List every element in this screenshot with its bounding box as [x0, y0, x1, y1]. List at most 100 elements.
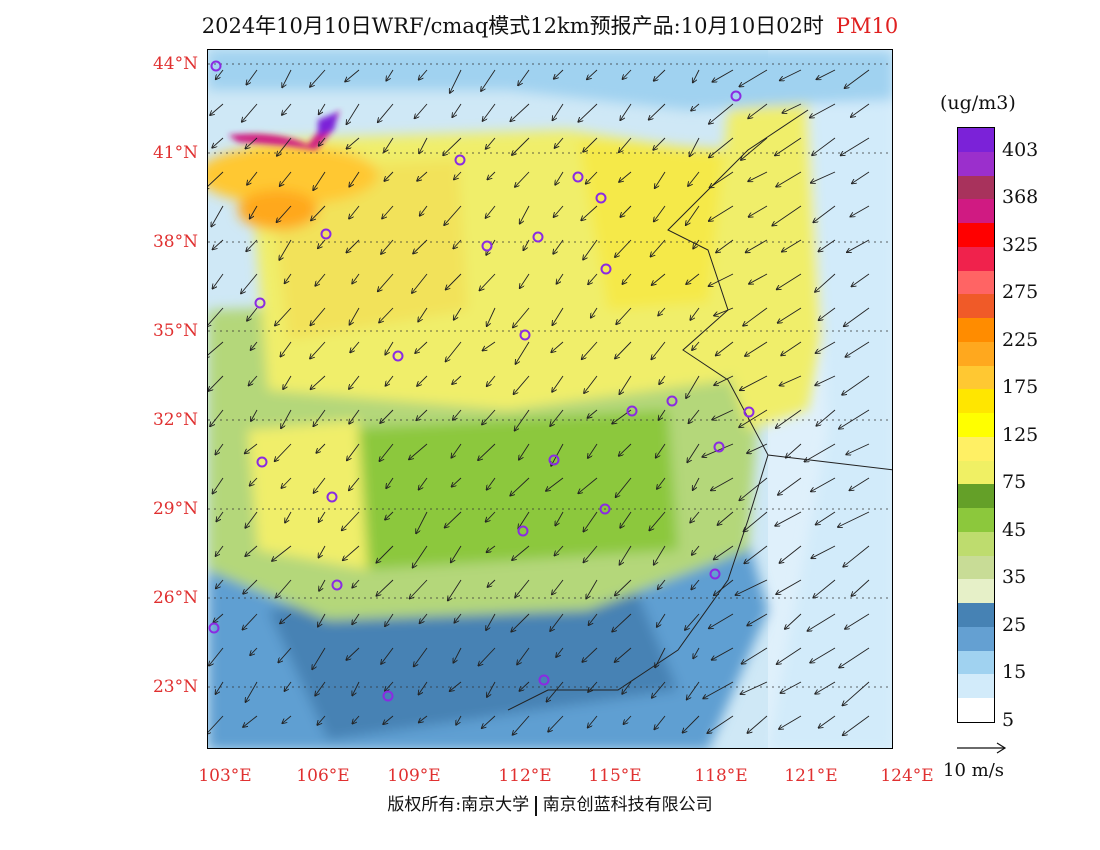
wind-arrow: [819, 715, 836, 728]
wind-arrow: [511, 613, 530, 632]
wind-arrow: [246, 69, 258, 85]
lon-label-115: 115°E: [588, 766, 642, 786]
wind-arrow: [843, 545, 870, 567]
city-marker: [454, 154, 466, 166]
wind-arrow: [815, 273, 836, 292]
wind-arrow: [378, 103, 394, 122]
wind-arrow: [519, 443, 530, 460]
wind-arrow: [556, 647, 564, 657]
wind-arrow: [318, 239, 326, 248]
wind-arrow: [349, 375, 360, 389]
wind-arrow: [282, 103, 292, 115]
wind-arrow: [243, 613, 258, 630]
wind-arrow: [280, 613, 292, 623]
wind-arrow: [811, 171, 836, 183]
wind-arrow: [709, 103, 734, 124]
wind-arrow: [251, 341, 258, 350]
wind-arrow: [658, 307, 666, 316]
wind-arrow: [350, 307, 360, 325]
wind-arrow: [714, 375, 734, 385]
wind-arrow: [620, 103, 632, 120]
wind-arrow: [250, 647, 258, 655]
wind-arrow: [651, 341, 666, 359]
wind-arrow: [654, 69, 666, 81]
wind-arrow: [311, 205, 326, 220]
wind-arrow: [586, 579, 598, 599]
wind-arrow: [277, 205, 292, 222]
colorbar-label: 125: [1002, 423, 1039, 446]
wind-arrow: [409, 443, 428, 459]
wind-arrow: [384, 171, 394, 181]
coastline-south: [507, 454, 769, 711]
wind-arrow: [778, 477, 802, 495]
wind-arrow: [651, 239, 666, 257]
wind-arrow: [410, 579, 428, 599]
wind-arrow: [688, 171, 700, 186]
wind-arrow: [213, 273, 224, 289]
wind-arrow: [245, 545, 258, 556]
wind-arrow: [709, 613, 734, 628]
pollutant-label: PM10: [835, 14, 899, 38]
wind-arrow: [578, 103, 598, 122]
wind-arrow: [743, 307, 768, 326]
wind-arrow: [616, 307, 632, 324]
wind-arrow: [385, 511, 394, 520]
wind-arrow: [772, 205, 802, 226]
wind-arrow: [747, 715, 768, 733]
wind-arrow: [342, 511, 360, 530]
copyright-text: 版权所有:南京大学: [387, 795, 530, 815]
wind-arrow: [416, 511, 428, 533]
wind-arrow: [709, 205, 734, 221]
wind-arrow: [655, 171, 666, 188]
wind-arrow: [418, 307, 428, 322]
city-marker: [600, 263, 612, 275]
wind-arrow: [241, 273, 258, 293]
wind-arrow: [785, 613, 802, 629]
colorbar-segment: [958, 270, 994, 295]
city-marker: [208, 622, 220, 634]
city-marker: [326, 491, 338, 503]
wind-arrow: [811, 477, 836, 492]
wind-arrow: [510, 103, 530, 121]
colorbar-segment: [958, 413, 994, 438]
wind-arrow: [520, 273, 530, 288]
wind-arrow: [454, 307, 462, 320]
wind-arrow: [813, 579, 836, 598]
wind-arrow: [623, 69, 632, 79]
wind-arrow: [615, 647, 632, 662]
wind-arrow: [444, 205, 462, 225]
hotspot: [228, 110, 340, 150]
wind-arrow: [276, 579, 292, 598]
wind-arrow: [553, 103, 564, 120]
colorbar-segment: [958, 508, 994, 533]
wind-arrow: [620, 511, 632, 528]
wind-arrow: [583, 137, 598, 152]
wind-arrow: [208, 341, 224, 358]
wind-arrow: [216, 69, 224, 79]
wind-arrow: [654, 545, 666, 565]
wind-arrow: [805, 443, 836, 462]
wind-arrow: [250, 477, 258, 486]
wind-arrow: [376, 545, 394, 563]
wind-arrow: [453, 647, 462, 663]
wind-arrow: [245, 511, 258, 528]
wind-arrow: [379, 307, 394, 323]
wind-arrow: [278, 647, 292, 662]
wind-arrow: [346, 239, 360, 253]
wind-arrow: [452, 477, 462, 487]
wind-arrow: [744, 511, 768, 532]
wind-arrow: [652, 273, 666, 285]
wind-arrow: [615, 579, 632, 596]
wind-arrow: [654, 205, 666, 222]
colorbar-segment: [958, 698, 994, 723]
wind-arrow: [419, 715, 428, 722]
wind-arrow: [216, 545, 224, 556]
wind-arrow: [550, 409, 564, 426]
wind-arrow: [513, 715, 530, 735]
wind-arrow: [277, 137, 292, 156]
wind-arrow: [416, 409, 428, 420]
wind-arrow: [243, 579, 258, 594]
city-marker: [382, 690, 394, 702]
wind-arrow: [243, 715, 258, 727]
map-title: 2024年10月10日WRF/cmaq模式12km预报产品:10月10日02时 P…: [0, 10, 1100, 40]
